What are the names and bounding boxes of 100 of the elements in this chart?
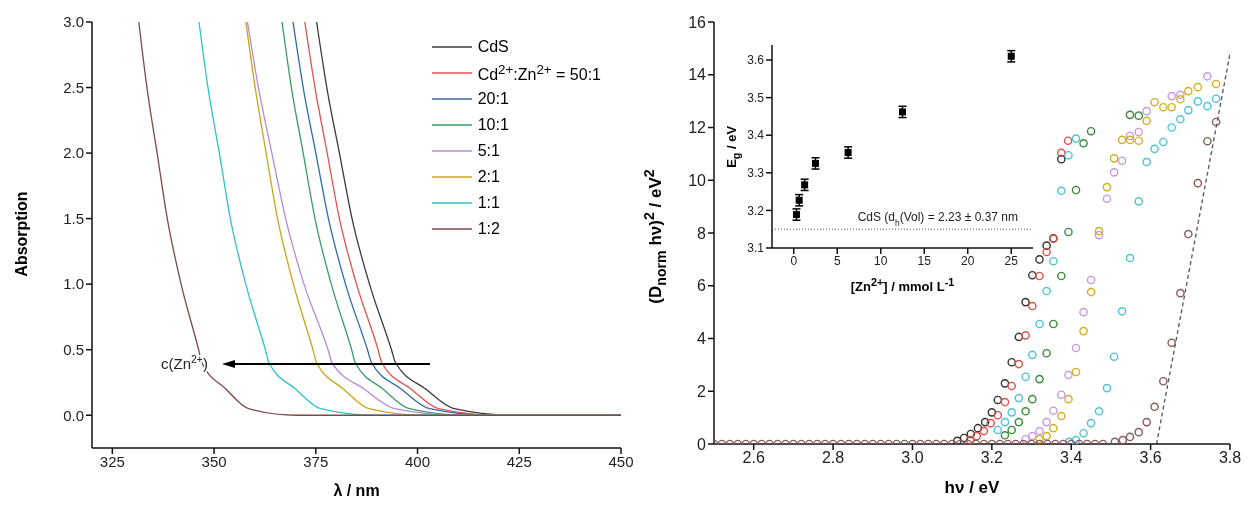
legend-label: 5:1 <box>477 142 500 160</box>
x-tick-label: 450 <box>608 452 634 470</box>
x-tick-label: 325 <box>99 452 125 470</box>
point <box>1007 381 1016 391</box>
point <box>1007 425 1016 435</box>
legend-label: CdS <box>477 38 509 56</box>
point <box>993 425 1003 435</box>
point <box>1167 102 1176 112</box>
point <box>959 433 969 443</box>
point <box>1125 131 1135 141</box>
x-tick-label: 3.4 <box>1060 449 1083 467</box>
point <box>1035 271 1044 281</box>
point <box>1000 417 1010 427</box>
point <box>1035 434 1044 444</box>
point <box>1134 197 1144 206</box>
point <box>1211 94 1221 104</box>
point <box>993 395 1003 405</box>
point <box>1134 127 1144 137</box>
y-tick-label: 10 <box>688 171 707 189</box>
x-axis-title: λ / nm <box>332 482 381 500</box>
x-tick-label: 20 <box>961 253 975 268</box>
point <box>1125 110 1135 120</box>
y-tick-label: 3.4 <box>747 128 765 143</box>
point <box>1064 394 1073 404</box>
point <box>1021 434 1030 444</box>
point <box>1021 372 1030 382</box>
point <box>1203 72 1212 81</box>
point <box>1125 135 1135 145</box>
y-tick-label: 1.0 <box>63 275 84 293</box>
point <box>1079 307 1088 317</box>
point <box>1184 105 1193 115</box>
y-tick-label: 12 <box>688 119 707 137</box>
point <box>1117 135 1127 145</box>
point <box>1102 383 1112 393</box>
y-tick-label: 3.1 <box>747 241 765 256</box>
point <box>1086 275 1096 285</box>
x-tick-label: 15 <box>917 253 932 268</box>
point <box>1028 350 1037 360</box>
x-tick-label: 2.8 <box>821 449 845 467</box>
point <box>1035 255 1044 264</box>
y-tick-label: 6 <box>697 277 707 295</box>
x-tick-label: 350 <box>201 452 227 470</box>
point <box>1014 417 1024 427</box>
y-tick-label: 3.6 <box>747 53 765 68</box>
x-tick-label: 400 <box>405 452 431 470</box>
y-tick-label: 0.5 <box>63 341 84 359</box>
y-tick-label: 16 <box>688 13 707 31</box>
point <box>1042 417 1051 427</box>
point <box>1035 374 1044 384</box>
y-tick-label: 0 <box>697 435 707 453</box>
point <box>1125 253 1135 263</box>
point <box>1071 134 1081 143</box>
point <box>1159 102 1168 112</box>
point <box>972 431 982 441</box>
y-tick-label: 3.3 <box>747 166 765 181</box>
point <box>966 429 976 439</box>
point <box>1159 137 1168 147</box>
point <box>1042 431 1051 441</box>
legend-label: 20:1 <box>477 90 509 108</box>
point <box>1057 186 1066 196</box>
point <box>1057 271 1066 281</box>
point <box>1021 407 1030 416</box>
x-tick-label: 10 <box>874 253 888 268</box>
point <box>1057 154 1066 164</box>
point <box>1042 348 1051 358</box>
point <box>1117 156 1127 166</box>
point <box>1176 94 1185 104</box>
y-tick-label: 0.0 <box>63 406 84 424</box>
point <box>1063 136 1073 145</box>
point <box>1079 139 1088 148</box>
point <box>1014 359 1024 369</box>
point <box>1064 227 1073 237</box>
legend-label: 10:1 <box>477 116 509 134</box>
x-tick-label: 2.6 <box>742 449 765 467</box>
x-tick-label: 25 <box>1004 253 1019 268</box>
point <box>1167 123 1176 132</box>
y-tick-label: 4 <box>697 330 707 348</box>
point <box>1109 168 1119 177</box>
point <box>1057 411 1066 421</box>
point <box>1071 343 1081 353</box>
point <box>1134 136 1144 145</box>
point <box>1028 394 1037 404</box>
x-axis-title: [Zn$^{2+}$] / mmol L$^{-1}$ <box>849 275 956 294</box>
y-tick-label: 3.0 <box>63 13 84 31</box>
point <box>1094 407 1104 416</box>
point <box>1057 148 1066 158</box>
point <box>1042 286 1051 296</box>
point <box>1193 82 1203 92</box>
point <box>1150 97 1159 107</box>
point <box>1021 297 1030 307</box>
point <box>1117 307 1127 316</box>
x-tick-label: 3.6 <box>1139 449 1162 467</box>
point <box>973 423 983 433</box>
point <box>1167 91 1176 101</box>
legend-label: Cd$^{2+}$:Zn$^{2+}$ = 50:1 <box>477 61 601 85</box>
point <box>1150 144 1159 154</box>
point <box>1042 241 1051 250</box>
point <box>1057 390 1066 399</box>
x-tick-label: 5 <box>833 253 841 268</box>
x-tick-label: 3.2 <box>980 449 1004 467</box>
